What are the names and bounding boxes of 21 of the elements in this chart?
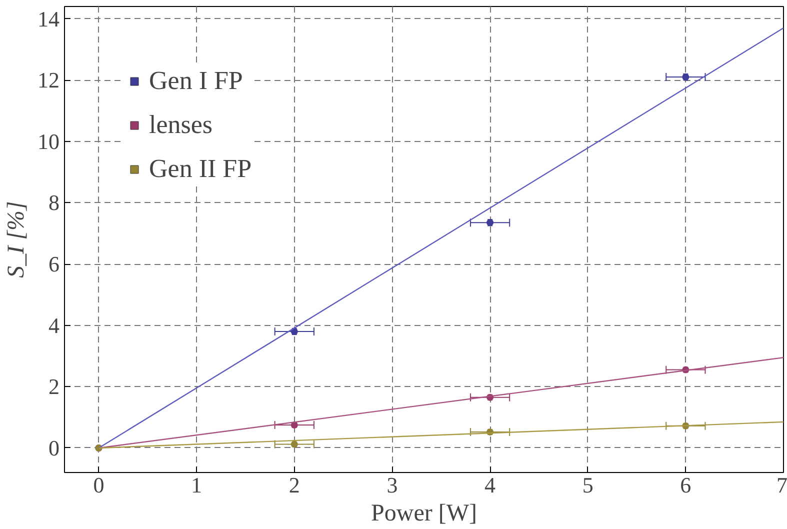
y-tick-label: 12 — [38, 68, 60, 93]
x-tick-label: 6 — [680, 472, 692, 498]
x-axis-title: Power [W] — [371, 500, 477, 526]
x-tick-label: 0 — [93, 472, 104, 498]
x-tick-label: 2 — [288, 472, 300, 498]
y-tick-label: 8 — [48, 190, 60, 216]
y-tick-label: 10 — [38, 128, 60, 154]
y-tick-label: 6 — [48, 252, 60, 277]
legend-label: Gen I FP — [149, 66, 243, 96]
x-tick-label: 5 — [582, 472, 594, 498]
y-tick-label: 4 — [48, 312, 60, 338]
x-tick-label: 4 — [484, 472, 496, 498]
x-tick-label: 7 — [776, 472, 787, 498]
y-tick-label: 2 — [48, 374, 60, 400]
x-tick-label: 1 — [191, 472, 202, 498]
y-axis-title: S_I [%] — [4, 201, 30, 278]
legend-label: lenses — [149, 110, 213, 140]
legend-label: Gen II FP — [149, 154, 252, 184]
x-tick-label: 3 — [386, 472, 398, 498]
y-tick-label: 14 — [38, 6, 60, 32]
y-tick-label: 0 — [48, 435, 60, 460]
